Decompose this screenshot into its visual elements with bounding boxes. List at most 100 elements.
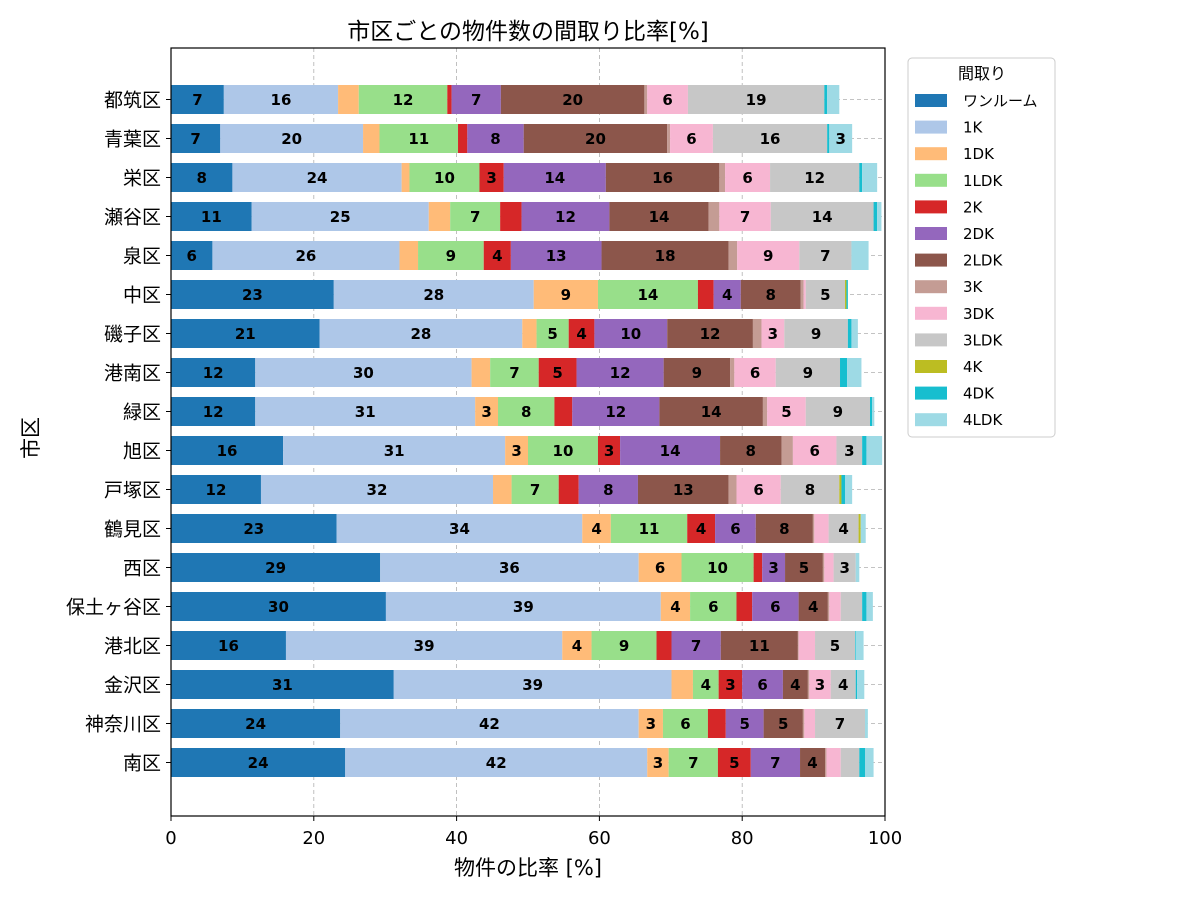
bar-segment: [212, 241, 400, 270]
data-label: 10: [620, 325, 641, 343]
bar-segment: [877, 202, 882, 231]
bar-segment: [399, 241, 419, 270]
bar-segment: [865, 748, 874, 777]
bar-segment: [708, 202, 720, 231]
data-label: 7: [470, 208, 480, 226]
data-label: 10: [553, 442, 574, 460]
bar-segment: [409, 163, 480, 192]
legend-entry: 4K: [963, 358, 984, 376]
data-label: 7: [190, 130, 200, 148]
data-label: 20: [585, 130, 606, 148]
bar-segment: [668, 748, 718, 777]
data-label: 6: [770, 598, 780, 616]
legend-swatch: [915, 120, 947, 134]
bar-segment: [728, 241, 738, 270]
data-label: 20: [281, 130, 302, 148]
x-tick-label: 0: [165, 828, 176, 849]
bar-segment: [171, 709, 341, 738]
bar-segment: [855, 670, 858, 699]
data-label: 6: [708, 598, 718, 616]
bar-segment: [730, 358, 735, 387]
bar-segment: [851, 241, 869, 270]
data-label: 14: [812, 208, 833, 226]
bar-segment: [830, 670, 856, 699]
bar-segment: [763, 709, 803, 738]
data-label: 4: [722, 286, 732, 304]
data-label: 3: [481, 403, 491, 421]
bar-segment: [805, 280, 846, 309]
bar-segment: [483, 241, 511, 270]
legend-entry: 4LDK: [963, 411, 1003, 429]
bar-segment: [841, 475, 846, 504]
bar-segment: [725, 163, 771, 192]
chart-title: 市区ごとの物件数の間取り比率[%]: [347, 19, 709, 45]
bar-segment: [742, 670, 783, 699]
data-label: 3: [646, 715, 656, 733]
data-label: 9: [619, 637, 629, 655]
bar-segment: [319, 319, 523, 348]
bar-segment: [572, 397, 660, 426]
bar-segment: [171, 319, 320, 348]
bar-segment: [809, 670, 831, 699]
data-label: 16: [652, 169, 673, 187]
y-tick-label: 磯子区: [104, 324, 161, 346]
bar-segment: [171, 280, 334, 309]
bar-segment: [752, 592, 799, 621]
bar-segment: [536, 319, 569, 348]
bar-segment: [171, 553, 381, 582]
bar-segment: [845, 280, 847, 309]
data-label: 11: [408, 130, 429, 148]
bar-segment: [815, 631, 856, 660]
bar-segment: [824, 85, 828, 114]
bar-segment: [490, 358, 539, 387]
data-label: 25: [330, 208, 351, 226]
bar-segment: [737, 241, 800, 270]
bar-segment: [851, 319, 858, 348]
bar-segment: [826, 748, 841, 777]
bar-segment: [725, 709, 764, 738]
plot-frame: [170, 47, 886, 817]
legend-items: ワンルーム 1K 1DK 1LDK 2K 2DK 2LDK 3K 3DK 3LDK 4K 4DK 4LD…: [915, 92, 1038, 429]
bar-segment: [479, 163, 504, 192]
bar-segment: [451, 85, 501, 114]
bar-segment: [660, 592, 691, 621]
data-label: 3: [768, 559, 778, 577]
bar-segment: [687, 85, 825, 114]
bar-segment: [380, 553, 639, 582]
data-label: 28: [410, 325, 431, 343]
bar-segment: [797, 631, 799, 660]
legend-entry: 1LDK: [963, 172, 1003, 190]
bar-segment: [690, 592, 737, 621]
bar-segment: [171, 631, 286, 660]
bar-segment: [528, 436, 598, 465]
bar-segment: [785, 553, 823, 582]
bar-segment: [840, 748, 860, 777]
data-label: 3: [604, 442, 614, 460]
data-label: 29: [265, 559, 286, 577]
data-label: 11: [201, 208, 222, 226]
bar-segment: [713, 280, 741, 309]
bar-segment: [223, 85, 339, 114]
data-label: 9: [833, 403, 843, 421]
bar-segment: [858, 514, 861, 543]
legend-entry: 2LDK: [963, 252, 1003, 270]
bar-segment: [667, 319, 753, 348]
data-label: 5: [799, 559, 809, 577]
legend-swatch: [915, 173, 947, 187]
bar-segment: [255, 358, 472, 387]
bar-segment: [285, 631, 563, 660]
bar-segment: [662, 709, 708, 738]
bar-segment: [671, 631, 721, 660]
data-label: 36: [499, 559, 520, 577]
y-tick-label: 鶴見区: [104, 519, 161, 541]
legend-swatch: [915, 333, 947, 347]
bar-segment: [855, 631, 864, 660]
data-label: 12: [393, 91, 414, 109]
data-label: 6: [680, 715, 690, 733]
bar-segment: [687, 514, 716, 543]
bar-segment: [644, 85, 648, 114]
bar-segment: [450, 202, 501, 231]
bar-segment: [719, 202, 771, 231]
bar-segment: [836, 436, 863, 465]
bar-segment: [717, 748, 751, 777]
